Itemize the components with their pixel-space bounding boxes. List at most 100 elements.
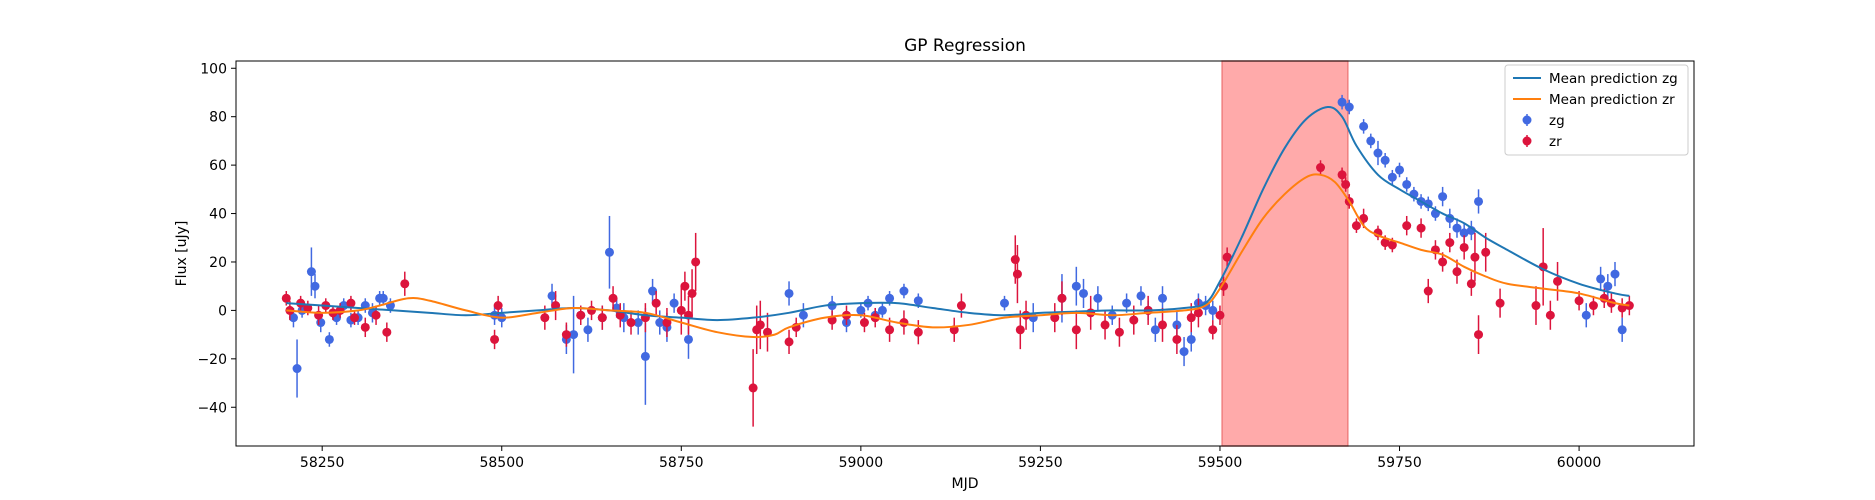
mean-prediction-zr-line (286, 173, 1630, 339)
zg-point (1380, 155, 1390, 165)
zg-point (655, 318, 665, 328)
zr-point (587, 305, 597, 315)
data-series-layer (281, 94, 1634, 427)
zg-point (856, 305, 866, 315)
zg-point (288, 313, 298, 323)
zr-point (956, 301, 966, 311)
zr-point (1553, 276, 1563, 286)
zr-point (1129, 315, 1139, 325)
zr-point (680, 281, 690, 291)
zg-point (1186, 334, 1196, 344)
zg-point (885, 293, 895, 303)
zg-point (1438, 192, 1448, 202)
legend-entry-mean-prediction-zr: Mean prediction zr (1513, 92, 1675, 108)
legend-point-swatch (1522, 136, 1532, 146)
zr-point (1359, 213, 1369, 223)
zg-point (633, 318, 643, 328)
zr-point (1495, 298, 1505, 308)
legend: Mean prediction zg Mean prediction zr zg zr (1504, 64, 1689, 156)
zg-point (1596, 274, 1606, 284)
legend-entry-zg: zg (1522, 113, 1565, 129)
legend-point-swatch (1522, 115, 1532, 125)
legend-label: Mean prediction zg (1549, 71, 1678, 87)
zr-point (1452, 267, 1462, 277)
y-tick-label: −20 (197, 352, 227, 368)
zr-point (1445, 238, 1455, 248)
zg-point (583, 325, 593, 335)
y-tick-label: 60 (209, 158, 227, 174)
y-ticks: −40 −20 0 20 40 60 80 100 (197, 61, 236, 416)
zg-point (640, 351, 650, 361)
zg-point (1474, 196, 1484, 206)
zg-point (1150, 325, 1160, 335)
zr-point (493, 301, 503, 311)
zr-point (1574, 296, 1584, 306)
zg-point (1000, 298, 1010, 308)
x-tick-label: 59750 (1377, 455, 1422, 471)
zr-point (561, 330, 571, 340)
zr-point (400, 279, 410, 289)
zg-point (1395, 165, 1405, 175)
zg-point (1344, 102, 1354, 112)
zg-point (1136, 291, 1146, 301)
zr-point (1219, 281, 1229, 291)
x-tick-label: 59500 (1198, 455, 1243, 471)
legend-label: zg (1549, 113, 1565, 129)
highlight-region-layer (1221, 60, 1349, 447)
zg-point (669, 298, 679, 308)
legend-box (1504, 64, 1689, 156)
zr-point (651, 298, 661, 308)
zg-point (798, 310, 808, 320)
zr-point (1215, 310, 1225, 320)
zg-point (913, 296, 923, 306)
zg-point (378, 293, 388, 303)
zr-point (1316, 163, 1326, 173)
zr-point (597, 313, 607, 323)
zr-point (1531, 301, 1541, 311)
zg-point (1208, 305, 1218, 315)
zg-point (1337, 97, 1347, 107)
zg-point (784, 288, 794, 298)
zr-point (755, 320, 765, 330)
zr-point (1387, 240, 1397, 250)
zg-point (306, 267, 316, 277)
series-zr (281, 160, 1634, 427)
zg-point (1402, 179, 1412, 189)
x-tick-label: 59250 (1018, 455, 1063, 471)
zr-point (1193, 308, 1203, 318)
legend-entry-mean-prediction-zg: Mean prediction zg (1513, 71, 1678, 87)
zg-point (1581, 310, 1591, 320)
zr-point (540, 313, 550, 323)
legend-entry-zr: zr (1522, 134, 1562, 150)
zg-point (1459, 228, 1469, 238)
zr-point (350, 313, 360, 323)
zr-point (1114, 327, 1124, 337)
zr-point (1341, 179, 1351, 189)
zr-point (1057, 293, 1067, 303)
zg-point (1617, 325, 1627, 335)
zr-point (1015, 325, 1025, 335)
zr-point (1071, 325, 1081, 335)
zr-point (1337, 170, 1347, 180)
zr-point (490, 334, 500, 344)
series-zg (288, 94, 1627, 405)
zg-point (1387, 172, 1397, 182)
x-ticks: 58250 58500 58750 59000 59250 59500 59750 60000 (300, 446, 1601, 471)
zr-point (1380, 238, 1390, 248)
x-tick-label: 58500 (479, 455, 524, 471)
zr-point (1459, 242, 1469, 252)
legend-label: zr (1549, 134, 1562, 150)
zg-point (1452, 223, 1462, 233)
zg-point (1359, 121, 1369, 131)
zr-point (676, 305, 686, 315)
y-tick-label: 20 (209, 255, 227, 271)
y-tick-label: 100 (200, 61, 227, 77)
zr-point (748, 383, 758, 393)
zg-point (1122, 298, 1132, 308)
zr-point (626, 318, 636, 328)
x-tick-label: 60000 (1557, 455, 1602, 471)
zr-point (576, 310, 586, 320)
zr-point (1545, 310, 1555, 320)
zr-point (1481, 247, 1491, 257)
zr-point (1423, 286, 1433, 296)
